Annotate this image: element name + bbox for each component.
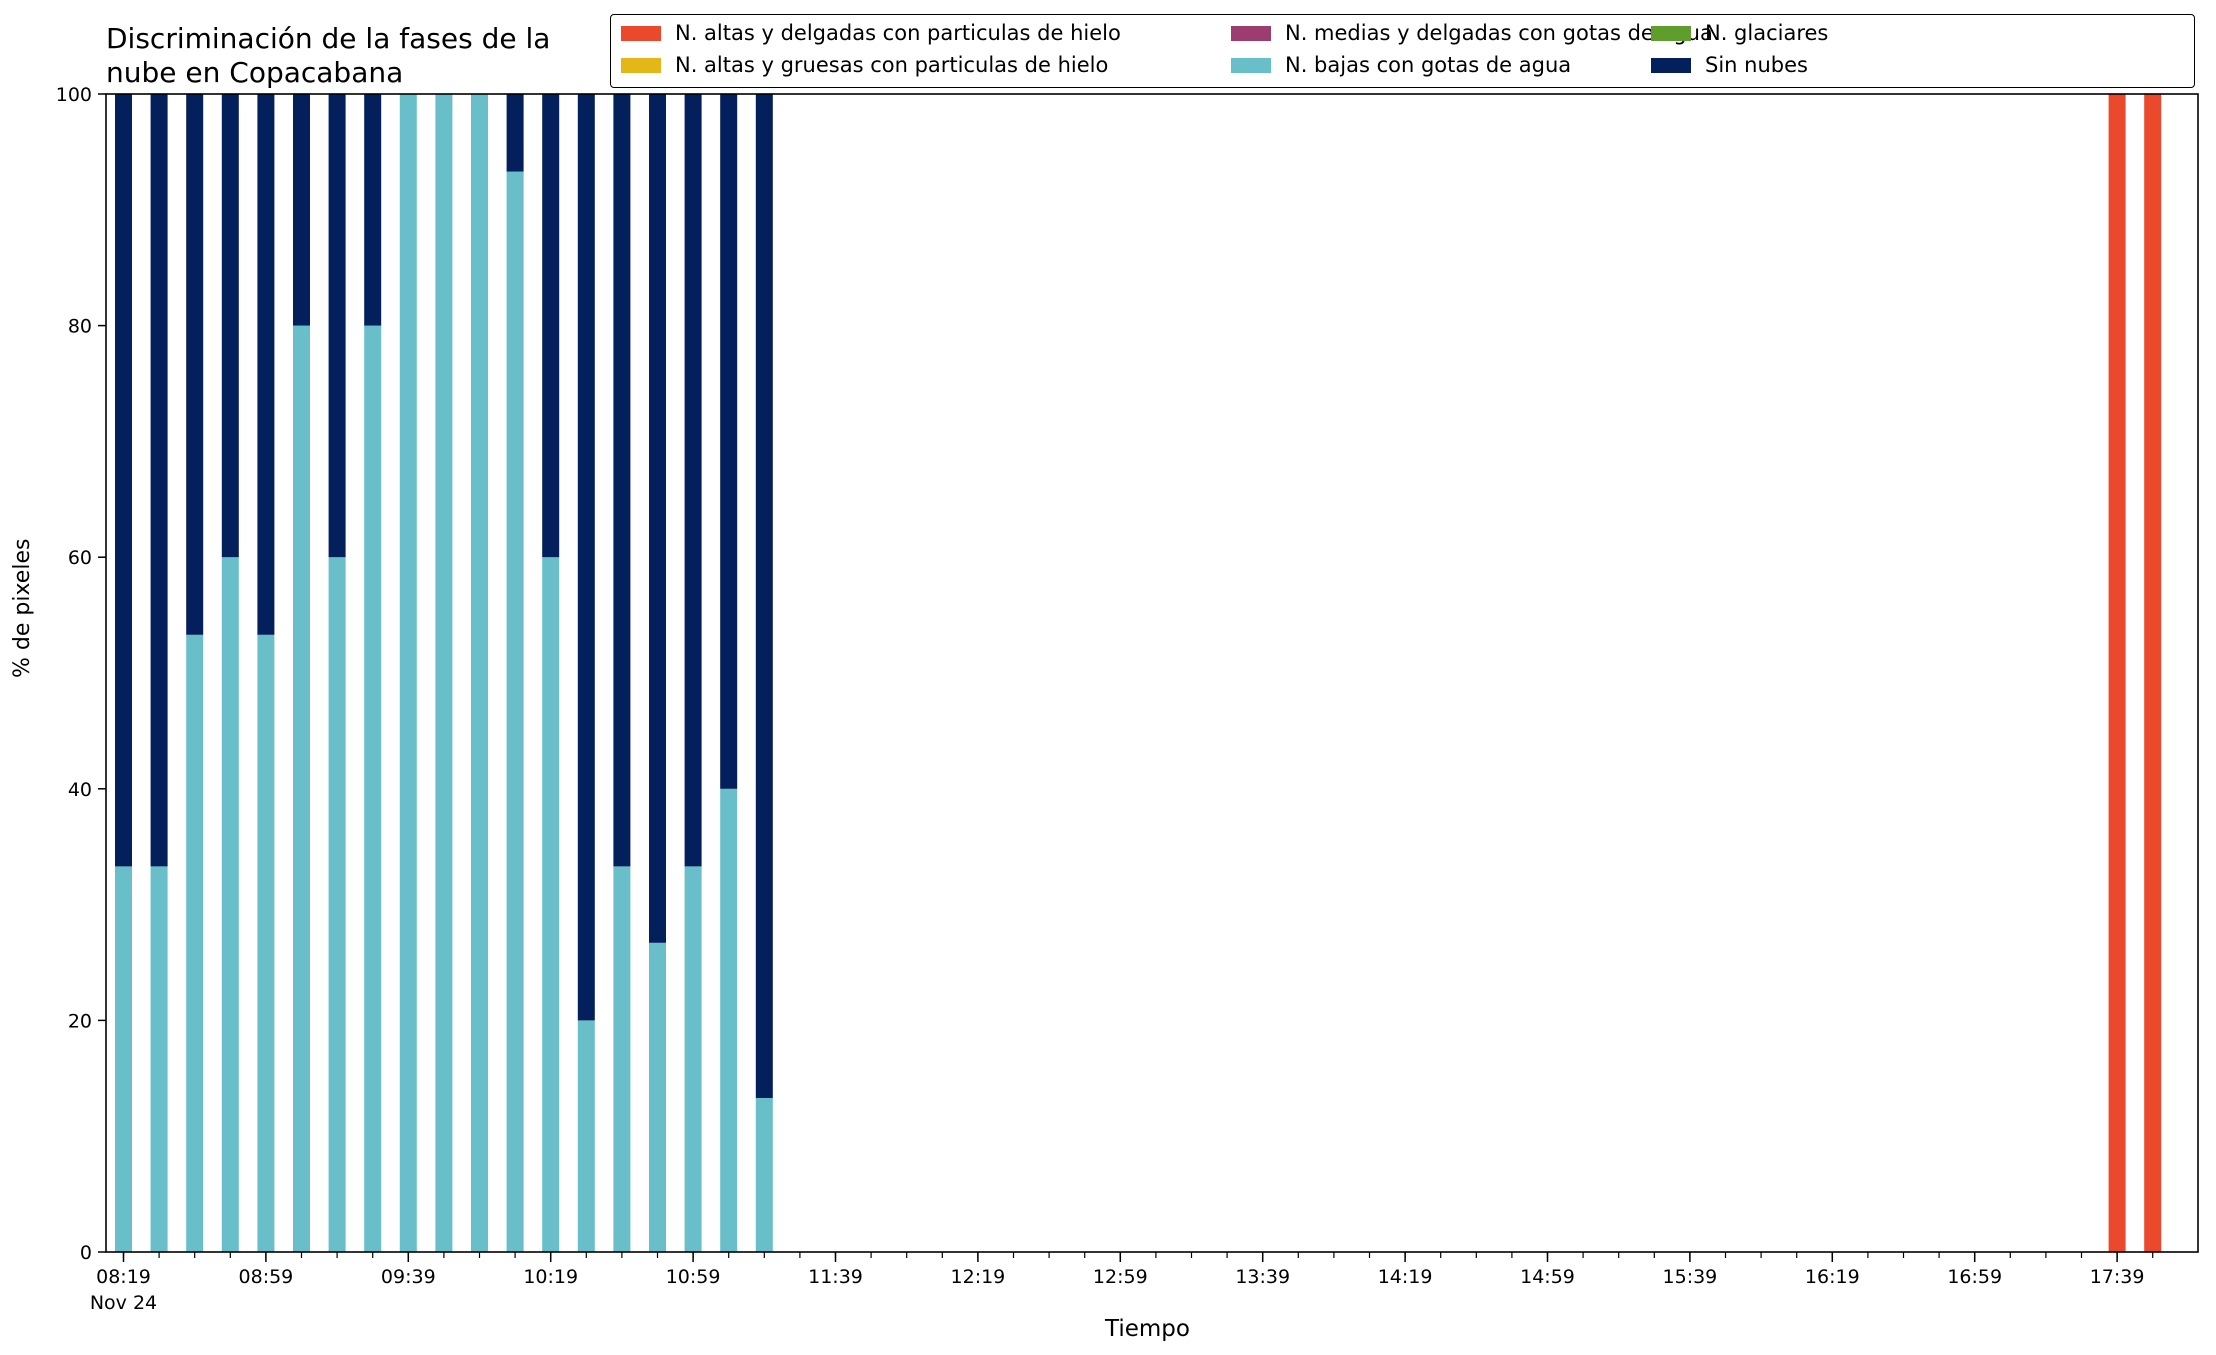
y-tick-label-80: 80 — [68, 316, 92, 338]
y-tick-label-60: 60 — [68, 547, 92, 569]
legend-label: Sin nubes — [1705, 53, 1808, 77]
bar-0929-series-2 — [364, 94, 382, 326]
legend-item: N. altas y delgadas con particulas de hi… — [621, 21, 1121, 45]
bar-0829-series-1 — [150, 866, 168, 1252]
x-tick-label-1659: 16:59 — [1947, 1266, 2002, 1288]
bar-0859-series-1 — [257, 634, 275, 1252]
bar-1049-series-2 — [649, 94, 666, 943]
x-axis-label: Tiempo — [1105, 1316, 1190, 1342]
legend-swatch — [1651, 57, 1691, 73]
bar-1059-series-1 — [684, 866, 702, 1252]
bar-1019-series-2 — [542, 94, 560, 558]
bar-0929-series-1 — [364, 325, 382, 1253]
chart-title: Discriminación de la fases de la nube en… — [106, 22, 666, 90]
x-tick-label-0859: 08:59 — [239, 1266, 294, 1288]
x-date-label: Nov 24 — [90, 1292, 157, 1314]
legend-swatch — [621, 25, 661, 41]
legend-label: N. altas y gruesas con particulas de hie… — [675, 53, 1109, 77]
bar-0909-series-1 — [293, 325, 310, 1253]
x-tick-label-1019: 10:19 — [523, 1266, 578, 1288]
x-tick-label-1139: 11:39 — [808, 1266, 863, 1288]
chart-legend: N. altas y delgadas con particulas de hi… — [610, 14, 2195, 88]
x-tick-label-1539: 15:39 — [1663, 1266, 1718, 1288]
legend-label: N. bajas con gotas de agua — [1285, 53, 1572, 77]
bar-1039-series-2 — [613, 94, 631, 867]
y-tick-label-100: 100 — [56, 84, 92, 106]
bar-0819-series-1 — [115, 866, 132, 1252]
bar-0959-series-1 — [471, 94, 488, 1252]
legend-label: N. glaciares — [1705, 21, 1829, 45]
bar-1119-series-1 — [755, 1097, 773, 1252]
bar-1029-series-2 — [577, 94, 595, 1021]
legend-item: N. medias y delgadas con gotas de agua — [1231, 21, 1713, 45]
legend-swatch — [621, 57, 661, 73]
bar-0849-series-2 — [221, 94, 239, 558]
y-axis-label: % de pixeles — [10, 538, 35, 678]
x-tick-label-1459: 14:59 — [1520, 1266, 1575, 1288]
bar-1049-series-1 — [649, 942, 666, 1252]
chart-title-line-1: Discriminación de la fases de la — [106, 22, 551, 55]
x-tick-label-1339: 13:39 — [1235, 1266, 1290, 1288]
bar-0839-series-2 — [186, 94, 204, 635]
bar-1059-series-2 — [684, 94, 702, 867]
bar-1739-series-0 — [2108, 94, 2126, 1252]
chart-title-line-2: nube en Copacabana — [106, 56, 404, 89]
bar-1119-series-2 — [755, 94, 773, 1098]
bar-1749-series-0 — [2144, 94, 2162, 1252]
bar-0919-series-1 — [328, 557, 346, 1252]
legend-item: N. altas y gruesas con particulas de hie… — [621, 53, 1108, 77]
x-tick-label-1259: 12:59 — [1093, 1266, 1148, 1288]
bar-0849-series-1 — [221, 557, 239, 1252]
y-tick-label-20: 20 — [68, 1010, 92, 1032]
bar-1029-series-1 — [577, 1020, 595, 1252]
bar-1109-series-1 — [720, 788, 738, 1252]
bar-0829-series-2 — [150, 94, 168, 867]
bar-1009-series-1 — [506, 171, 524, 1253]
bar-0859-series-2 — [257, 94, 275, 635]
legend-label: N. altas y delgadas con particulas de hi… — [675, 21, 1121, 45]
x-tick-label-1419: 14:19 — [1378, 1266, 1433, 1288]
legend-item: Sin nubes — [1651, 53, 1808, 77]
bar-1039-series-1 — [613, 866, 631, 1252]
x-tick-label-1059: 10:59 — [666, 1266, 721, 1288]
x-tick-label-0819: 08:19 — [96, 1266, 151, 1288]
plot-frame — [105, 93, 2199, 1253]
bar-0939-series-1 — [399, 94, 417, 1252]
x-tick-label-1219: 12:19 — [951, 1266, 1006, 1288]
legend-item: N. glaciares — [1651, 21, 1828, 45]
legend-swatch — [1231, 57, 1271, 73]
x-tick-label-1619: 16:19 — [1805, 1266, 1860, 1288]
y-tick-label-0: 0 — [80, 1242, 92, 1264]
y-tick-label-40: 40 — [68, 779, 92, 801]
bar-0949-series-1 — [435, 94, 453, 1252]
x-tick-label-1739: 17:39 — [2090, 1266, 2145, 1288]
legend-swatch — [1651, 25, 1691, 41]
bar-1019-series-1 — [542, 557, 560, 1252]
legend-item: N. bajas con gotas de agua — [1231, 53, 1571, 77]
bar-1109-series-2 — [720, 94, 738, 789]
legend-swatch — [1231, 25, 1271, 41]
legend-label: N. medias y delgadas con gotas de agua — [1285, 21, 1713, 45]
x-tick-label-0939: 09:39 — [381, 1266, 436, 1288]
bar-0909-series-2 — [293, 94, 310, 326]
bar-1009-series-2 — [506, 94, 524, 172]
bar-0919-series-2 — [328, 94, 346, 558]
bar-0819-series-2 — [115, 94, 132, 867]
bar-0839-series-1 — [186, 634, 204, 1252]
